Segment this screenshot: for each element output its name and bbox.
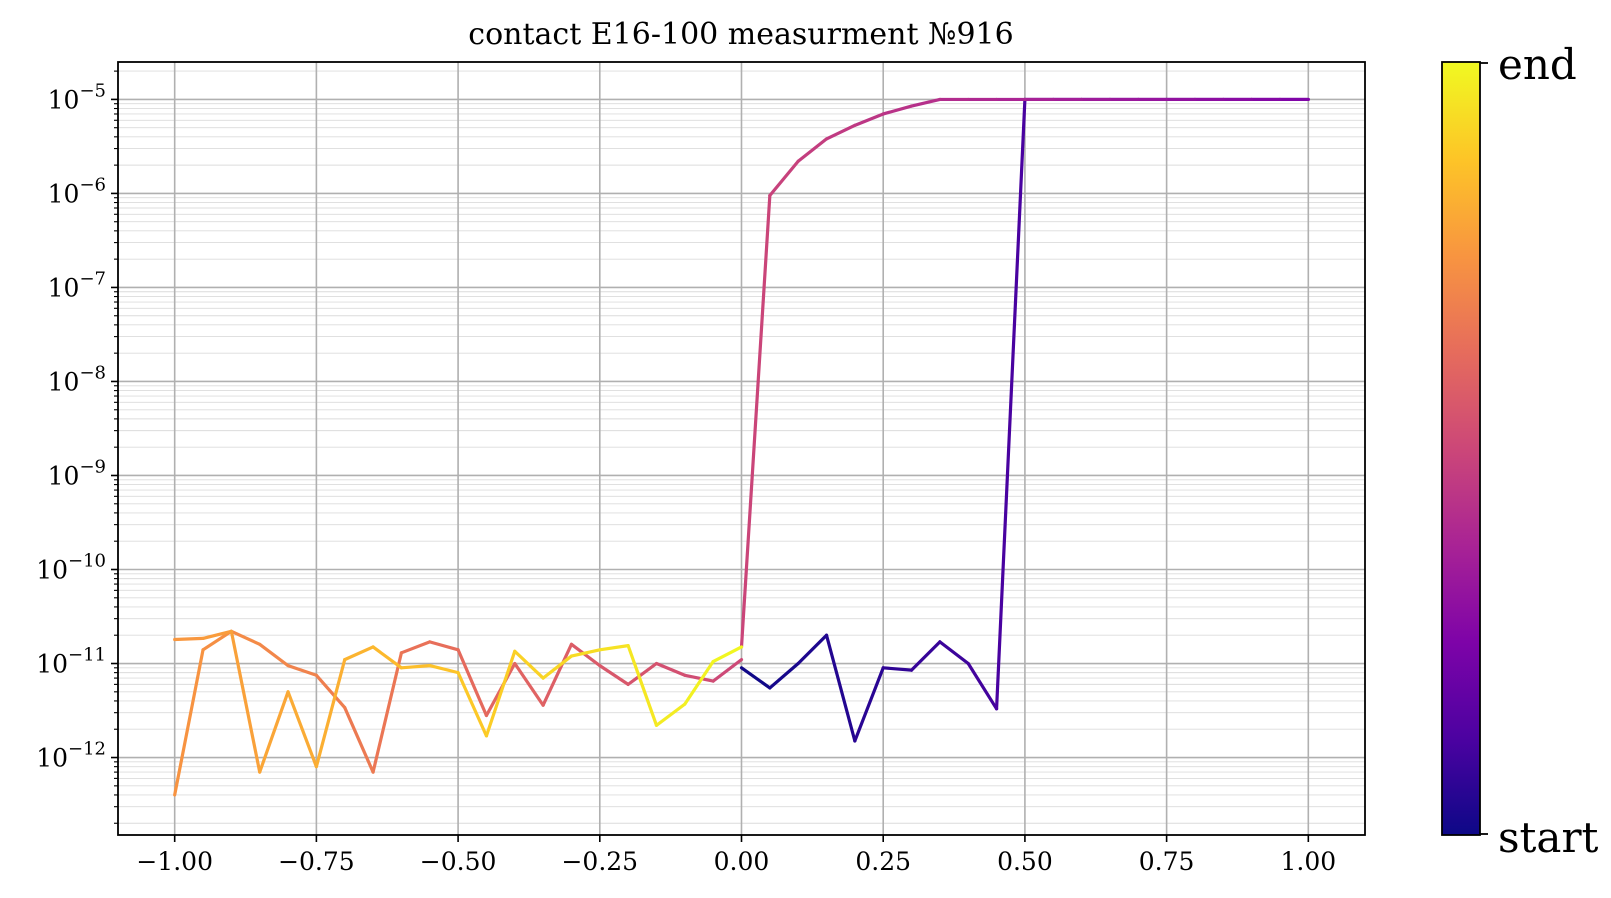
series-5-line-segment: [513, 649, 545, 680]
series-3-line-segment: [881, 104, 914, 116]
series-1-line-segment: [739, 666, 772, 690]
series-4-line-segment: [173, 648, 205, 797]
series-4-line-segment: [258, 642, 290, 668]
series-5-line-segment: [258, 690, 290, 774]
chart-title: contact E16-100 measurment №916: [468, 17, 1013, 52]
y-tick-label: 10−7: [48, 268, 106, 302]
series-5-line-segment: [654, 702, 687, 727]
series-5-line-segment: [343, 645, 375, 662]
colorbar-label-end: end: [1498, 40, 1577, 89]
series-4-line-segment: [598, 664, 630, 686]
series-5-line-segment: [286, 690, 318, 769]
x-tick-label: 0.75: [1139, 847, 1195, 876]
y-tick-label: 10−12: [36, 739, 106, 773]
series-4-line-segment: [626, 661, 659, 686]
grid: [118, 62, 1365, 835]
x-tick-label: −0.25: [561, 847, 638, 876]
series-5-line-segment: [229, 629, 262, 774]
series-5-line-segment: [598, 644, 630, 652]
series-4-line-segment: [513, 661, 545, 707]
series-1-line-segment: [768, 661, 800, 690]
x-tick-label: 0.50: [997, 847, 1053, 876]
series-3-line-segment: [796, 137, 829, 163]
series-5-line-segment: [569, 648, 602, 658]
colorbar: [1441, 61, 1481, 836]
series-4-line-segment: [399, 640, 432, 655]
series-4-line-segment: [343, 705, 375, 774]
x-tick-label: 0.25: [855, 847, 911, 876]
y-tick-label: 10−10: [36, 551, 106, 585]
series-5-line-segment: [626, 644, 659, 727]
y-tick-label: 10−5: [48, 80, 106, 114]
series-1-line-segment: [966, 661, 999, 711]
series-3-line-segment: [909, 97, 942, 108]
series-1-line-segment: [853, 666, 885, 743]
series-5-line-segment: [484, 649, 517, 738]
y-tick-label: 10−11: [36, 645, 106, 679]
series-4-line-segment: [229, 629, 262, 646]
x-tick-label: 0.00: [714, 847, 770, 876]
series-1-line-segment: [796, 633, 829, 666]
series-5-line-segment: [711, 645, 744, 664]
x-tick-label: −0.50: [420, 847, 497, 876]
y-tick-label: 10−6: [48, 174, 106, 208]
series-5-line-segment: [314, 658, 347, 769]
series-layer: [173, 97, 1310, 797]
series-5-line-segment: [683, 659, 715, 706]
series-4-line-segment: [371, 651, 404, 774]
series-3-line-segment: [739, 193, 772, 649]
x-axis: −1.00 −0.75 −0.50 −0.25 0.00 0.25 0.50 0.75 1.00: [136, 835, 1336, 876]
series-5-line-segment: [541, 654, 574, 680]
series-3-line-segment: [853, 112, 885, 127]
series-4-line-segment: [683, 673, 715, 683]
series-4-line-segment: [654, 661, 687, 677]
y-tick-label: 10−8: [48, 362, 106, 396]
series-5-line-segment: [399, 664, 432, 670]
x-tick-label: 1.00: [1280, 847, 1336, 876]
series-1-line-segment: [994, 97, 1027, 711]
series-5-line-segment: [371, 645, 404, 670]
series-4-line-segment: [569, 642, 602, 668]
series-5-line-segment: [428, 664, 460, 675]
series-3-line-segment: [768, 159, 800, 198]
series-5-line-segment: [201, 629, 233, 641]
series-4-line-segment: [201, 629, 233, 652]
y-axis: 10−5 10−6 10−7 10−8 10−9 10−10 10−11 10−12: [36, 70, 118, 824]
series-1-line-segment: [881, 666, 914, 672]
series-3-line-segment: [824, 123, 857, 141]
series-4-line-segment: [711, 658, 744, 683]
series-5-line-segment: [173, 636, 205, 642]
series-1-line-segment: [938, 640, 970, 666]
series-4-line-segment: [541, 642, 574, 707]
series-1-line-segment: [824, 633, 857, 743]
x-tick-label: −1.00: [136, 847, 213, 876]
x-tick-label: −0.75: [278, 847, 355, 876]
series-5-line-segment: [456, 671, 489, 738]
y-tick-label: 10−9: [48, 456, 106, 490]
series-4-line-segment: [286, 664, 318, 677]
series-4-line-segment: [314, 673, 347, 710]
colorbar-label-start: start: [1498, 813, 1599, 862]
series-4-line-segment: [428, 640, 460, 652]
series-4-line-segment: [456, 648, 489, 718]
series-1-line-segment: [909, 640, 942, 672]
